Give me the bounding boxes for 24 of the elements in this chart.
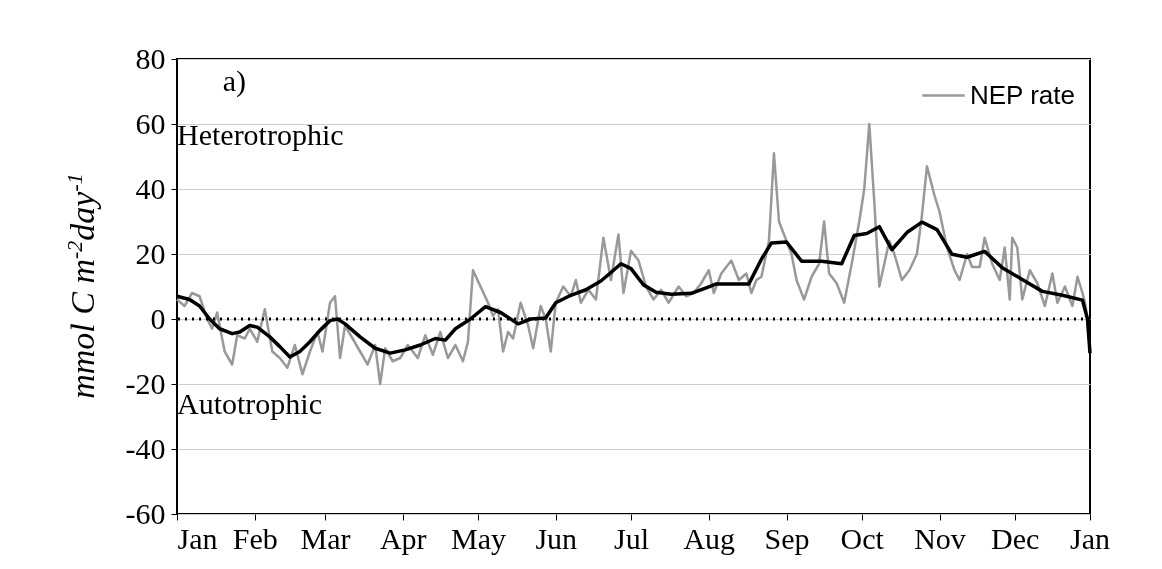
- y-tick-label: 80: [135, 41, 166, 75]
- annotation: Heterotrophic: [177, 118, 344, 152]
- y-tick-label: -60: [125, 496, 166, 530]
- y-tick-label: -40: [125, 431, 166, 465]
- y-tick-label: 20: [135, 236, 166, 270]
- x-tick-label: Dec: [991, 521, 1040, 555]
- x-tick-label: Nov: [914, 521, 966, 555]
- x-tick-label: Oct: [840, 521, 885, 555]
- legend-label: NEP rate: [970, 79, 1076, 110]
- y-tick-label: 0: [150, 301, 166, 335]
- annotation: Autotrophic: [177, 386, 322, 420]
- y-tick-label: -20: [125, 366, 166, 400]
- x-tick-label: Jan: [177, 521, 218, 555]
- x-tick-label: Mar: [300, 521, 351, 555]
- annotation: a): [222, 63, 246, 98]
- x-tick-label: Feb: [232, 521, 278, 555]
- x-tick-label: Apr: [379, 521, 427, 555]
- x-tick-label: Jul: [613, 521, 649, 555]
- x-tick-label: Aug: [683, 521, 736, 555]
- x-tick-label: Jun: [535, 521, 578, 555]
- y-tick-label: 60: [135, 106, 166, 140]
- x-tick-label: May: [450, 521, 506, 555]
- x-tick-label: Sep: [764, 521, 810, 555]
- y-tick-label: 40: [135, 171, 166, 205]
